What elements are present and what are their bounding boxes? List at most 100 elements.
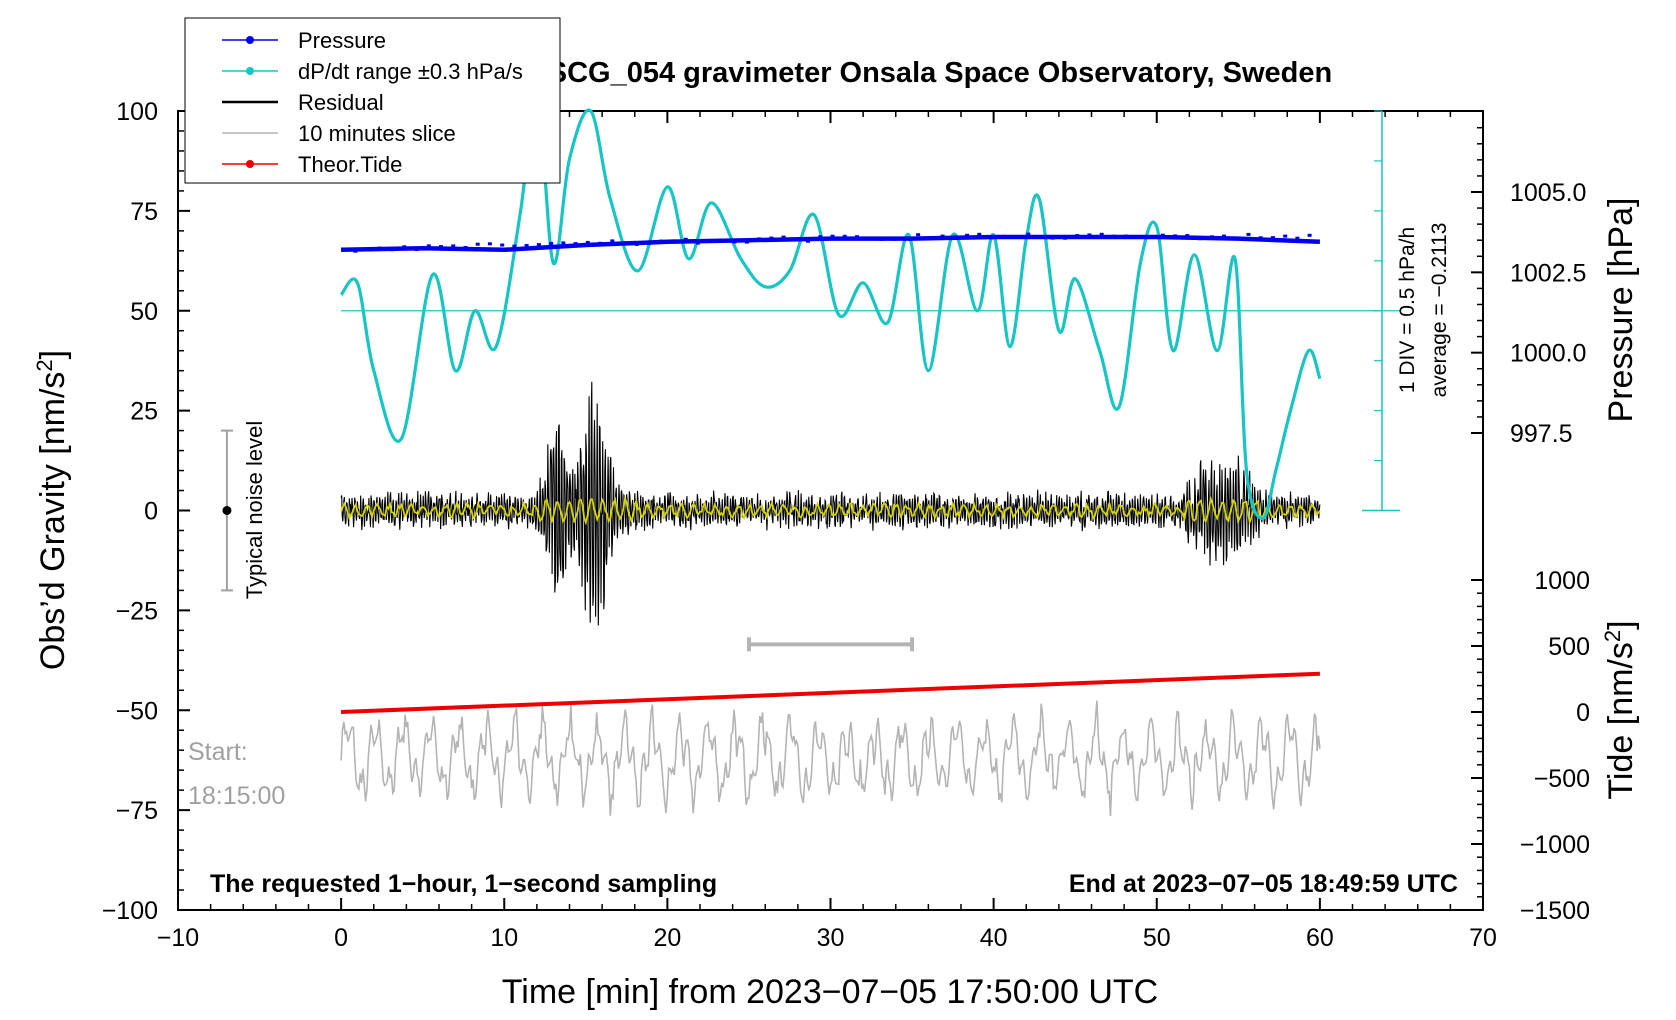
legend-label: Theor.Tide	[298, 152, 402, 177]
pressure-point	[585, 240, 590, 244]
y-axis-pressure: 1005.0 1002.5 1000.0 997.5	[1471, 126, 1586, 448]
pressure-point	[744, 240, 749, 244]
legend-swatch-dot	[246, 160, 254, 168]
legend-swatch-dot	[246, 36, 254, 44]
pressure-point	[732, 240, 737, 244]
x-tick-label: 40	[980, 924, 1008, 952]
legend-label: 10 minutes slice	[298, 121, 456, 146]
y-tick-label: 75	[130, 198, 158, 226]
y-tick-label: −50	[116, 697, 158, 725]
x-tick-label: 60	[1306, 924, 1334, 952]
pressure-point	[879, 237, 884, 241]
slice-series	[340, 700, 1321, 817]
pressure-point	[1026, 232, 1031, 236]
pressure-tick-label: 1002.5	[1510, 259, 1586, 287]
y-tick-label: 0	[144, 498, 158, 526]
average-label: average = −0.2113	[1428, 223, 1451, 398]
pressure-point	[1246, 232, 1251, 236]
pressure-point	[1283, 234, 1288, 238]
pressure-point	[1087, 233, 1092, 237]
pressure-point	[757, 237, 762, 241]
pressure-tick-label: 997.5	[1510, 420, 1573, 448]
pressure-point	[1148, 235, 1153, 239]
legend-label: Pressure	[298, 28, 386, 53]
y-tick-label: −25	[116, 597, 158, 625]
pressure-axis-label: Pressure [hPa]	[1602, 198, 1640, 423]
legend-label: Residual	[298, 90, 384, 115]
pressure-point	[1063, 236, 1067, 240]
x-axis: −10 0 10 20 30 40 50 60 70	[157, 111, 1497, 952]
x-tick-label: 30	[817, 924, 845, 952]
pressure-point	[426, 244, 431, 248]
pressure-point	[965, 233, 970, 237]
pressure-point	[573, 242, 578, 246]
pressure-point	[659, 239, 664, 243]
pressure-point	[842, 234, 847, 238]
pressure-point	[1075, 234, 1080, 238]
pressure-point	[867, 236, 872, 240]
y-axis-left-label: Obs’d Gravity [nm/s2]	[32, 350, 72, 670]
pressure-line	[341, 234, 1320, 253]
pressure-point	[1099, 232, 1104, 236]
y-tick-label: 25	[130, 398, 158, 426]
dpdt-line	[339, 89, 1322, 521]
x-tick-label: 20	[653, 924, 681, 952]
pressure-point	[610, 239, 615, 243]
x-tick-label: 0	[334, 924, 348, 952]
pressure-point	[769, 236, 774, 240]
pressure-point	[622, 241, 627, 245]
pressure-point	[500, 243, 505, 247]
pressure-point	[475, 242, 480, 246]
y-axis-tide: 1000 500 0 −500 −1000 −1500	[1471, 567, 1590, 925]
tide-tick-label: 500	[1548, 633, 1590, 661]
pressure-point	[536, 243, 541, 247]
pressure-point	[487, 242, 492, 246]
pressure-point	[806, 239, 810, 243]
pressure-point	[891, 237, 896, 241]
pressure-point	[377, 246, 382, 250]
tide-axis-label: Tide [nm/s2]	[1600, 620, 1640, 799]
pressure-point	[598, 241, 602, 245]
x-tick-label: −10	[157, 924, 199, 952]
legend: Pressure dP/dt range ±0.3 hPa/s Residual 10…	[184, 17, 561, 184]
legend-box	[184, 17, 561, 184]
pressure-point	[977, 232, 982, 236]
slice-line	[340, 700, 1321, 817]
noise-bar-center	[222, 506, 232, 515]
pressure-point	[1270, 236, 1275, 240]
pressure-point	[916, 233, 921, 237]
tide-tick-label: 1000	[1534, 567, 1590, 595]
y-axis-left: 100 75 50 25 0 −25 −50 −75 −100	[102, 98, 190, 925]
pressure-point	[390, 248, 395, 252]
pressure-point	[1160, 233, 1165, 237]
pressure-point	[683, 237, 688, 241]
pressure-series	[341, 232, 1320, 253]
pressure-point	[1136, 236, 1141, 239]
pressure-point	[1001, 234, 1006, 238]
pressure-point	[365, 248, 370, 252]
x-tick-label: 10	[490, 924, 518, 952]
pressure-tick-label: 1000.0	[1510, 340, 1586, 368]
pressure-point	[353, 249, 358, 253]
pressure-point	[402, 245, 407, 249]
pressure-point	[928, 236, 933, 240]
y-tick-label: 100	[116, 98, 158, 126]
y-tick-label: −75	[116, 797, 158, 825]
tide-line	[341, 671, 1320, 714]
x-tick-label: 50	[1143, 924, 1171, 952]
pressure-point	[720, 239, 725, 243]
pressure-point	[830, 234, 835, 238]
pressure-point	[1222, 234, 1226, 238]
pressure-point	[1185, 234, 1190, 238]
chart-title: SCG_054 gravimeter Onsala Space Observat…	[548, 57, 1332, 89]
tide-tick-label: −1500	[1520, 897, 1590, 925]
pressure-point	[1173, 234, 1178, 238]
y-tick-label: 50	[130, 298, 158, 326]
pressure-point	[940, 234, 945, 238]
annotation-marks	[220, 429, 915, 652]
pressure-point	[1197, 237, 1202, 241]
pressure-point	[549, 241, 554, 245]
residual-series	[340, 381, 1321, 626]
pressure-point	[1038, 235, 1043, 239]
pressure-point	[634, 242, 639, 246]
